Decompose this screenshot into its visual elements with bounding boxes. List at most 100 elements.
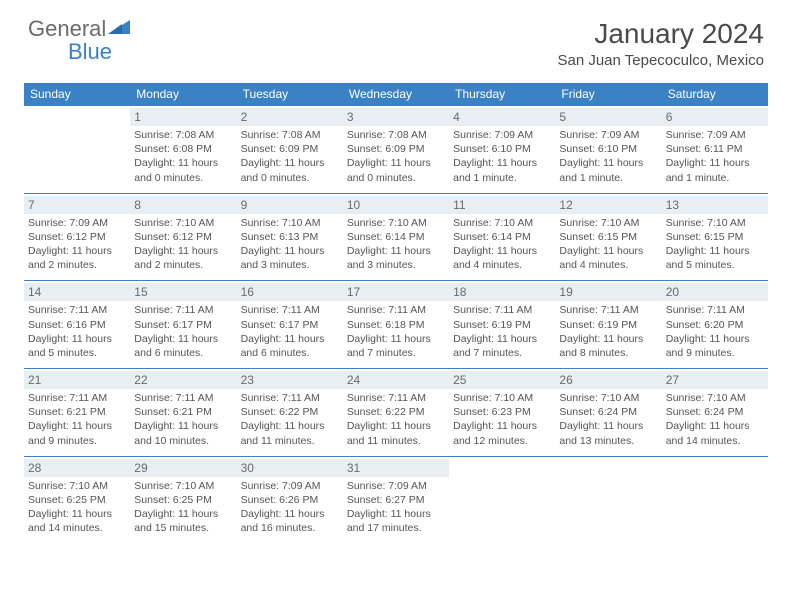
daylight-text: Daylight: 11 hours and 2 minutes. xyxy=(28,244,126,272)
daylight-text: Daylight: 11 hours and 9 minutes. xyxy=(666,332,764,360)
day-cell: 22Sunrise: 7:11 AMSunset: 6:21 PMDayligh… xyxy=(130,369,236,457)
header: General Blue January 2024 San Juan Tepec… xyxy=(0,0,792,77)
sunrise-text: Sunrise: 7:11 AM xyxy=(241,303,339,317)
sunrise-text: Sunrise: 7:09 AM xyxy=(559,128,657,142)
sunrise-text: Sunrise: 7:10 AM xyxy=(28,479,126,493)
sunset-text: Sunset: 6:14 PM xyxy=(453,230,551,244)
day-cell: 10Sunrise: 7:10 AMSunset: 6:14 PMDayligh… xyxy=(343,193,449,281)
daylight-text: Daylight: 11 hours and 9 minutes. xyxy=(28,419,126,447)
daylight-text: Daylight: 11 hours and 14 minutes. xyxy=(28,507,126,535)
day-cell: 11Sunrise: 7:10 AMSunset: 6:14 PMDayligh… xyxy=(449,193,555,281)
day-number: 5 xyxy=(555,108,661,126)
day-number: 3 xyxy=(343,108,449,126)
day-number: 28 xyxy=(24,459,130,477)
day-number: 23 xyxy=(237,371,343,389)
dow-wednesday: Wednesday xyxy=(343,83,449,106)
week-row: 28Sunrise: 7:10 AMSunset: 6:25 PMDayligh… xyxy=(24,456,768,543)
day-number: 29 xyxy=(130,459,236,477)
day-number: 19 xyxy=(555,283,661,301)
sunset-text: Sunset: 6:25 PM xyxy=(28,493,126,507)
sunrise-text: Sunrise: 7:10 AM xyxy=(666,391,764,405)
day-number: 21 xyxy=(24,371,130,389)
sunset-text: Sunset: 6:14 PM xyxy=(347,230,445,244)
brand-name-1: General xyxy=(28,16,106,41)
day-cell: 17Sunrise: 7:11 AMSunset: 6:18 PMDayligh… xyxy=(343,281,449,369)
sunset-text: Sunset: 6:17 PM xyxy=(134,318,232,332)
day-cell: 9Sunrise: 7:10 AMSunset: 6:13 PMDaylight… xyxy=(237,193,343,281)
daylight-text: Daylight: 11 hours and 12 minutes. xyxy=(453,419,551,447)
sunset-text: Sunset: 6:12 PM xyxy=(134,230,232,244)
day-cell: 14Sunrise: 7:11 AMSunset: 6:16 PMDayligh… xyxy=(24,281,130,369)
sunrise-text: Sunrise: 7:10 AM xyxy=(453,391,551,405)
week-row: 14Sunrise: 7:11 AMSunset: 6:16 PMDayligh… xyxy=(24,281,768,369)
title-block: January 2024 San Juan Tepecoculco, Mexic… xyxy=(557,18,764,69)
daylight-text: Daylight: 11 hours and 17 minutes. xyxy=(347,507,445,535)
sunrise-text: Sunrise: 7:08 AM xyxy=(347,128,445,142)
sunset-text: Sunset: 6:19 PM xyxy=(559,318,657,332)
daylight-text: Daylight: 11 hours and 8 minutes. xyxy=(559,332,657,360)
dow-friday: Friday xyxy=(555,83,661,106)
daylight-text: Daylight: 11 hours and 14 minutes. xyxy=(666,419,764,447)
day-cell: 24Sunrise: 7:11 AMSunset: 6:22 PMDayligh… xyxy=(343,369,449,457)
sunrise-text: Sunrise: 7:11 AM xyxy=(559,303,657,317)
sunrise-text: Sunrise: 7:10 AM xyxy=(241,216,339,230)
day-number: 27 xyxy=(662,371,768,389)
calendar-table: Sunday Monday Tuesday Wednesday Thursday… xyxy=(24,83,768,543)
day-cell: 20Sunrise: 7:11 AMSunset: 6:20 PMDayligh… xyxy=(662,281,768,369)
sunrise-text: Sunrise: 7:08 AM xyxy=(134,128,232,142)
daylight-text: Daylight: 11 hours and 5 minutes. xyxy=(28,332,126,360)
sunrise-text: Sunrise: 7:09 AM xyxy=(666,128,764,142)
sunrise-text: Sunrise: 7:08 AM xyxy=(241,128,339,142)
sunset-text: Sunset: 6:22 PM xyxy=(241,405,339,419)
sunset-text: Sunset: 6:11 PM xyxy=(666,142,764,156)
daylight-text: Daylight: 11 hours and 16 minutes. xyxy=(241,507,339,535)
sunset-text: Sunset: 6:23 PM xyxy=(453,405,551,419)
day-cell: 28 Sunrise: 7:10 AMSunset: 6:25 PMDayligh… xyxy=(24,456,130,543)
daylight-text: Daylight: 11 hours and 10 minutes. xyxy=(134,419,232,447)
day-number: 17 xyxy=(343,283,449,301)
logo-triangle-icon xyxy=(108,18,130,39)
sunrise-text: Sunrise: 7:11 AM xyxy=(134,391,232,405)
daylight-text: Daylight: 11 hours and 7 minutes. xyxy=(453,332,551,360)
daylight-text: Daylight: 11 hours and 7 minutes. xyxy=(347,332,445,360)
daylight-text: Daylight: 11 hours and 15 minutes. xyxy=(134,507,232,535)
sunset-text: Sunset: 6:26 PM xyxy=(241,493,339,507)
brand-name-2: Blue xyxy=(68,39,112,64)
sunset-text: Sunset: 6:15 PM xyxy=(559,230,657,244)
sunset-text: Sunset: 6:21 PM xyxy=(28,405,126,419)
day-number: 10 xyxy=(343,196,449,214)
sunset-text: Sunset: 6:09 PM xyxy=(347,142,445,156)
sunset-text: Sunset: 6:08 PM xyxy=(134,142,232,156)
daylight-text: Daylight: 11 hours and 3 minutes. xyxy=(241,244,339,272)
daylight-text: Daylight: 11 hours and 1 minute. xyxy=(453,156,551,184)
daylight-text: Daylight: 11 hours and 11 minutes. xyxy=(241,419,339,447)
day-number: 31 xyxy=(343,459,449,477)
day-cell: 25 Sunrise: 7:10 AMSunset: 6:23 PMDayligh… xyxy=(449,369,555,457)
sunrise-text: Sunrise: 7:11 AM xyxy=(347,303,445,317)
day-cell: 5Sunrise: 7:09 AMSunset: 6:10 PMDaylight… xyxy=(555,106,661,194)
day-number: 15 xyxy=(130,283,236,301)
location: San Juan Tepecoculco, Mexico xyxy=(557,52,764,69)
day-number: 9 xyxy=(237,196,343,214)
day-number: 4 xyxy=(449,108,555,126)
sunset-text: Sunset: 6:27 PM xyxy=(347,493,445,507)
sunset-text: Sunset: 6:19 PM xyxy=(453,318,551,332)
sunset-text: Sunset: 6:10 PM xyxy=(559,142,657,156)
day-cell: 31Sunrise: 7:09 AMSunset: 6:27 PMDayligh… xyxy=(343,456,449,543)
day-number: 14 xyxy=(24,283,130,301)
daylight-text: Daylight: 11 hours and 1 minute. xyxy=(666,156,764,184)
day-cell: 6Sunrise: 7:09 AMSunset: 6:11 PMDaylight… xyxy=(662,106,768,194)
sunrise-text: Sunrise: 7:10 AM xyxy=(666,216,764,230)
sunrise-text: Sunrise: 7:09 AM xyxy=(241,479,339,493)
day-number: 16 xyxy=(237,283,343,301)
sunset-text: Sunset: 6:21 PM xyxy=(134,405,232,419)
daylight-text: Daylight: 11 hours and 6 minutes. xyxy=(241,332,339,360)
day-cell: 8Sunrise: 7:10 AMSunset: 6:12 PMDaylight… xyxy=(130,193,236,281)
day-number: 20 xyxy=(662,283,768,301)
day-number: 24 xyxy=(343,371,449,389)
daylight-text: Daylight: 11 hours and 0 minutes. xyxy=(241,156,339,184)
day-cell: 23Sunrise: 7:11 AMSunset: 6:22 PMDayligh… xyxy=(237,369,343,457)
day-cell xyxy=(24,106,130,194)
day-number: 25 xyxy=(449,371,555,389)
day-number: 18 xyxy=(449,283,555,301)
